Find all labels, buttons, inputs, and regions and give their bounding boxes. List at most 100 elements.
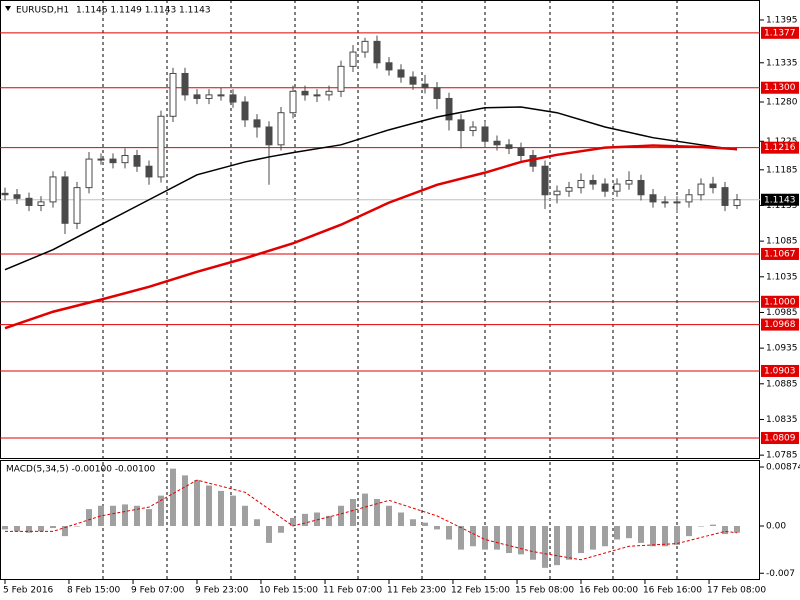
- macd-bar: [434, 526, 440, 530]
- macd-panel: [0, 460, 760, 580]
- macd-bar: [14, 526, 20, 532]
- candle-body: [301, 90, 309, 96]
- macd-bar: [698, 526, 704, 527]
- moving-average: [4, 106, 738, 271]
- candle-body: [13, 194, 21, 199]
- macd-bar: [554, 526, 560, 566]
- macd-bar: [266, 526, 272, 543]
- x-tick-label: 11 Feb 07:00: [323, 586, 382, 596]
- macd-bar: [386, 505, 392, 527]
- macd-bar: [410, 519, 416, 527]
- candle-body: [433, 87, 441, 99]
- y-tick-label: 1.1035: [766, 272, 798, 282]
- macd-bar: [602, 526, 608, 547]
- candle-body: [49, 176, 57, 203]
- level-line-label: 1.1216: [764, 143, 796, 153]
- x-tick-label: 11 Feb 23:00: [387, 586, 446, 596]
- candle-body: [25, 197, 33, 206]
- macd-bar: [530, 526, 536, 560]
- macd-bar: [26, 526, 32, 533]
- macd-bar: [686, 526, 692, 537]
- macd-bar: [494, 526, 500, 550]
- macd-bar: [722, 526, 728, 535]
- x-tick-label: 9 Feb 23:00: [195, 586, 249, 596]
- macd-bar: [482, 526, 488, 550]
- candle-body: [289, 90, 297, 114]
- x-tick-label: 8 Feb 15:00: [67, 586, 121, 596]
- candle-body: [253, 119, 261, 128]
- macd-bar: [674, 526, 680, 545]
- macd-bar: [218, 490, 224, 527]
- macd-bar: [662, 526, 668, 547]
- y-tick-label: 1.1185: [766, 165, 798, 175]
- macd-bar: [134, 505, 140, 527]
- macd-bar: [590, 526, 596, 550]
- x-tick-label: 9 Feb 07:00: [131, 586, 185, 596]
- candle-body: [445, 97, 453, 121]
- macd-bar: [398, 512, 404, 527]
- macd-bar: [518, 526, 524, 555]
- macd-bar: [98, 505, 104, 527]
- level-line-label: 1.1067: [764, 249, 796, 259]
- y-tick-label: 1.0885: [766, 379, 798, 389]
- candle-body: [505, 144, 513, 149]
- macd-bar: [86, 509, 92, 527]
- candle-body: [157, 115, 165, 178]
- candle-body: [37, 201, 45, 206]
- macd-bar: [314, 512, 320, 527]
- macd-bar: [302, 513, 308, 527]
- candle-body: [181, 72, 189, 96]
- x-tick-label: 16 Feb 16:00: [643, 586, 702, 596]
- candle-body: [337, 65, 345, 92]
- candle-body: [277, 112, 285, 146]
- candle-body: [685, 194, 693, 203]
- macd-bar: [290, 517, 296, 527]
- x-tick-label: 5 Feb 2016: [3, 586, 54, 596]
- candle-body: [493, 140, 501, 146]
- candle-body: [589, 179, 597, 185]
- candle-body: [517, 147, 525, 157]
- level-line-box: [761, 247, 799, 260]
- macd-bar: [506, 526, 512, 554]
- level-line-box: [761, 364, 799, 377]
- quote: 1.1146 1.1149 1.1143 1.1143: [76, 6, 211, 16]
- macd-bar: [122, 504, 128, 527]
- candle-body: [661, 201, 669, 204]
- candle-body: [229, 94, 237, 103]
- x-tick-label: 12 Feb 15:00: [451, 586, 510, 596]
- macd-tick-label: 0.00: [766, 522, 786, 532]
- level-line-label: 1.1300: [764, 83, 796, 93]
- x-tick-label: 17 Feb 08:00: [707, 586, 766, 596]
- macd-bar: [626, 526, 632, 539]
- macd-bar: [158, 495, 164, 527]
- candle-body: [697, 183, 705, 196]
- candle-body: [241, 101, 249, 121]
- level-line-label: 1.0903: [764, 366, 796, 376]
- macd-bar: [62, 526, 68, 537]
- candle-body: [85, 158, 93, 189]
- y-tick-label: 1.1085: [766, 237, 798, 247]
- macd-bar: [50, 526, 56, 529]
- level-line-label: 1.0809: [764, 434, 796, 444]
- macd-signal: [5, 479, 738, 561]
- candle-body: [349, 51, 357, 67]
- candle-body: [145, 165, 153, 178]
- macd-bar: [362, 493, 368, 527]
- y-tick-label: 1.0935: [766, 344, 798, 354]
- x-tick-label: 10 Feb 15:00: [259, 586, 318, 596]
- y-tick-label: 1.1335: [766, 58, 798, 68]
- candle-body: [61, 176, 69, 224]
- candle-body: [73, 187, 81, 224]
- macd-tick-label: -0.007: [766, 569, 795, 579]
- candle-body: [109, 158, 117, 164]
- macd-bar: [470, 526, 476, 547]
- candle-body: [457, 119, 465, 132]
- macd-bar: [182, 475, 188, 527]
- macd-tick-label: 0.00874: [766, 463, 800, 473]
- candle-body: [577, 179, 585, 189]
- macd-bar: [338, 505, 344, 527]
- candle-body: [121, 155, 129, 164]
